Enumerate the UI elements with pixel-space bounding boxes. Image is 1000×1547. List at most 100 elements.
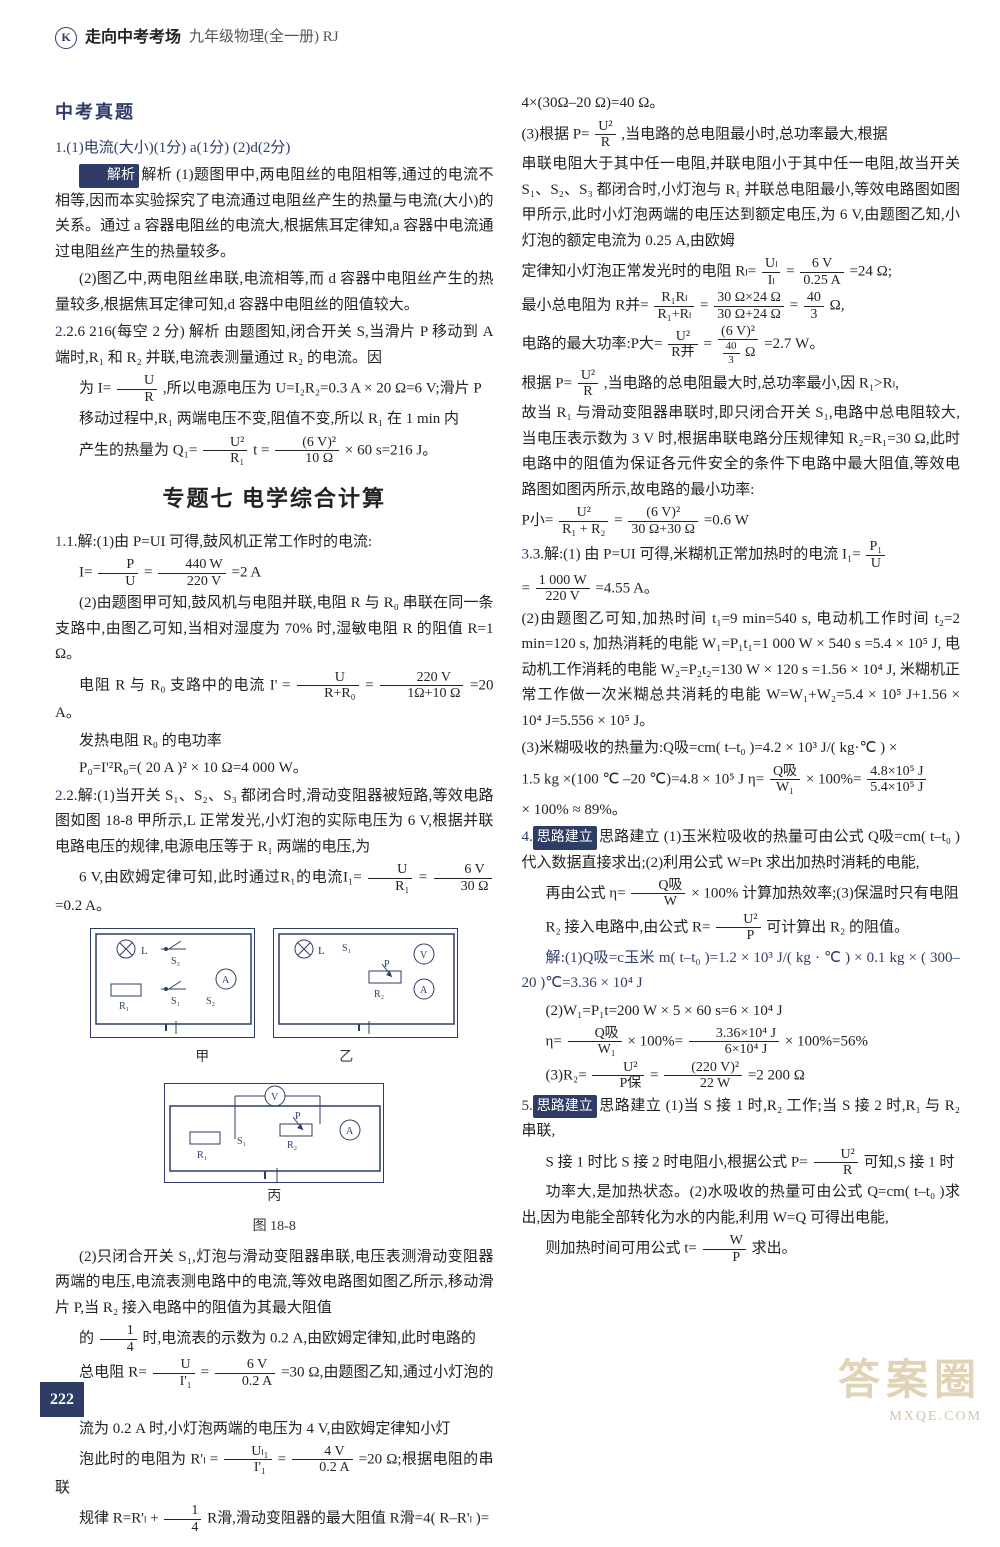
frac-U2-Rb: U²R bbox=[578, 368, 598, 400]
frac-220-1-10: 220 V1Ω+10 Ω bbox=[380, 670, 463, 702]
q5-d: 则加热时间可用公式 t= WP 求出。 bbox=[522, 1233, 961, 1265]
svg-text:R₁: R₁ bbox=[119, 1001, 129, 1012]
frac-6-02: 6 V0.2 A bbox=[215, 1357, 275, 1389]
q2-line-c: 移动过程中,R₁ 两端电压不变,阻值不变,所以 R₁ 在 1 min 内 bbox=[55, 407, 494, 433]
q2-head: 2.2.6 216(每空 2 分) 解析 由题图知,闭合开关 S,当滑片 P 移… bbox=[55, 320, 494, 371]
p1-e: 发热电阻 R₀ 的电功率 bbox=[55, 729, 494, 755]
r4-mid: = bbox=[700, 298, 712, 314]
p2a-text: 2.解:(1)当开关 S₁、S₂、S₃ 都闭合时,滑动变阻器被短路,等效电路图如… bbox=[55, 788, 494, 855]
p2d-pre: 的 bbox=[79, 1331, 94, 1347]
circuit-bing: V R₁ S₁ R₂ P A bbox=[164, 1083, 384, 1183]
q4f-pre: η= bbox=[546, 1033, 562, 1049]
frac-Q-W: Q吸W bbox=[631, 878, 685, 910]
q3b-pre: = bbox=[522, 580, 534, 596]
q4f-post: × 100%=56% bbox=[785, 1033, 868, 1049]
svg-text:A: A bbox=[346, 1126, 354, 1137]
logo-icon: K bbox=[55, 27, 77, 49]
r8-mid: = bbox=[614, 513, 626, 529]
q4-e: (2)W₁=P₁t=200 W × 5 × 60 s=6 × 10⁴ J bbox=[522, 999, 961, 1025]
r6: 根据 P= U²R ,当电路的总电阻最大时,总功率最小,因 R₁>Rₗ, bbox=[522, 368, 961, 400]
frac-U-R1b: UR₁ bbox=[368, 862, 412, 894]
q4-c: R₂ 接入电路中,由公式 R= U²P 可计算出 R₂ 的阻值。 bbox=[522, 912, 961, 944]
r3-mid: = bbox=[786, 264, 798, 280]
right-column: 4×(30Ω–20 Ω)=40 Ω。 (3)根据 P= U²R ,当电路的总电阻… bbox=[522, 91, 961, 1537]
svg-text:A: A bbox=[222, 975, 230, 986]
svg-text:R₁: R₁ bbox=[197, 1150, 207, 1161]
frac-Q-W1: Q吸W₁ bbox=[770, 764, 800, 796]
figure-row-2: V R₁ S₁ R₂ P A bbox=[55, 1083, 494, 1183]
q3-d: (3)米糊吸收的热量为:Q吸=cm( t–t₀ )=4.2 × 10³ J/( … bbox=[522, 736, 961, 762]
r1-pre: (3)根据 P= bbox=[522, 126, 590, 142]
silu-tag-5: 思路建立 bbox=[533, 1095, 597, 1119]
p2h-post: R滑,滑动变阻器的最大阻值 R滑=4( R–R'ₗ )= bbox=[207, 1511, 489, 1527]
r5-pre: 电路的最大功率:P大= bbox=[522, 336, 663, 352]
p2h-pre: 规律 R=R'ₗ + bbox=[79, 1511, 162, 1527]
p1b-post: =2 A bbox=[232, 565, 262, 581]
q4b-pre: 再由公式 η= bbox=[546, 885, 626, 901]
frac-U2-Rp: U²R并 bbox=[668, 329, 697, 361]
r6-post: ,当电路的总电阻最大时,总功率最小,因 R₁>Rₗ, bbox=[604, 375, 899, 391]
r0: 4×(30Ω–20 Ω)=40 Ω。 bbox=[522, 91, 961, 117]
q2-line-b: 为 I= UR ,所以电源电压为 U=I₂R₂=0.3 A × 20 Ω=6 V… bbox=[55, 373, 494, 405]
fig-label-jia: 甲 bbox=[195, 1046, 209, 1070]
q5-a: 5.思路建立思路建立 (1)当 S 接 1 时,R₂ 工作;当 S 接 2 时,… bbox=[522, 1094, 961, 1145]
svg-text:S₁: S₁ bbox=[342, 943, 351, 954]
svg-text:R₂: R₂ bbox=[374, 989, 384, 1000]
q4g-post: =2 200 Ω bbox=[748, 1067, 805, 1083]
page-number: 222 bbox=[40, 1382, 84, 1417]
q4c-post: 可计算出 R₂ 的阻值。 bbox=[766, 919, 909, 935]
p1b-pre: I= bbox=[79, 565, 92, 581]
p1a-text: 1.解:(1)由 P=UI 可得,鼓风机正常工作时的电流: bbox=[66, 534, 372, 550]
q2d-mid: t = bbox=[253, 442, 269, 458]
frac-6-025: 6 V0.25 A bbox=[800, 256, 843, 288]
q4g-mid: = bbox=[650, 1067, 662, 1083]
q4b-post: × 100% 计算加热效率;(3)保温时只有电阻 bbox=[691, 885, 959, 901]
frac-U-RR0: UR+R₀ bbox=[297, 670, 358, 702]
svg-text:L: L bbox=[318, 945, 325, 957]
p2d-post: 时,电流表的示数为 0.2 A,由欧姆定律知,此时电路的 bbox=[143, 1331, 476, 1347]
fig-label-bing: 丙 bbox=[55, 1185, 494, 1209]
svg-text:R₂: R₂ bbox=[287, 1140, 297, 1151]
q3-f: × 100% ≈ 89%。 bbox=[522, 798, 961, 824]
series-title: 走向中考考场 bbox=[85, 24, 181, 51]
q5-b: S 接 1 时比 S 接 2 时电阻小,根据公式 P= U²R 可知,S 接 1… bbox=[522, 1147, 961, 1179]
r2: 串联电阻大于其中任一电阻,并联电阻小于其中任一电阻,故当开关 S₁、S₂、S₃ … bbox=[522, 152, 961, 254]
r1-post: ,当电路的总电阻最小时,总功率最大,根据 bbox=[621, 126, 887, 142]
q4f-mid: × 100%= bbox=[627, 1033, 686, 1049]
q3-b: = 1 000 W220 V =4.55 A。 bbox=[522, 573, 961, 605]
silu-tag: 思路建立 bbox=[533, 826, 597, 850]
svg-text:V: V bbox=[271, 1092, 279, 1103]
frac-UL1-I1: Uₗ₁I'₁ bbox=[224, 1444, 271, 1476]
q4-f: η= Q吸W₁ × 100%= 3.36×10⁴ J6×10⁴ J × 100%… bbox=[522, 1026, 961, 1058]
q2a-text: 2.6 216(每空 2 分) 解析 由题图知,闭合开关 S,当滑片 P 移动到… bbox=[55, 324, 494, 366]
q5b-post: 可知,S 接 1 时 bbox=[864, 1154, 955, 1170]
q3b-post: =4.55 A。 bbox=[595, 580, 658, 596]
p2-c: (2)只闭合开关 S₁,灯泡与滑动变阻器串联,电压表测滑动变阻器两端的电压,电流… bbox=[55, 1245, 494, 1322]
frac-P-U: PU bbox=[98, 557, 138, 589]
frac-6v2-10: (6 V)²10 Ω bbox=[275, 435, 339, 467]
svg-text:V: V bbox=[420, 950, 428, 961]
r8-pre: P小= bbox=[522, 513, 554, 529]
frac-40-3: 403 bbox=[804, 290, 824, 322]
r8: P小= U²R₁ + R₂ = (6 V)²30 Ω+30 Ω =0.6 W bbox=[522, 505, 961, 537]
svg-text:L: L bbox=[141, 945, 148, 957]
svg-text:P: P bbox=[384, 959, 390, 970]
p1-f: P₀=I'²R₀=( 20 A )² × 10 Ω=4 000 W。 bbox=[55, 756, 494, 782]
frac-U2-R: U²R bbox=[595, 119, 615, 151]
frac-U2-Pb: U²P保 bbox=[592, 1060, 644, 1092]
frac-P1-U: P₁U bbox=[866, 539, 885, 571]
q3-c: (2)由题图乙可知,加热时间 t₁=9 min=540 s, 电动机工作时间 t… bbox=[522, 607, 961, 735]
r4-pre: 最小总电阻为 R并= bbox=[522, 298, 649, 314]
q3e-pre: 1.5 kg ×(100 ℃ –20 ℃)=4.8 × 10⁵ J η= bbox=[522, 771, 765, 787]
figure-row-1: L S₃ R₁ S₁ S₂ A L S₁ R₂ P V A bbox=[55, 928, 494, 1038]
figure-row-1-labels: 甲 乙 bbox=[55, 1046, 494, 1076]
q5d-pre: 则加热时间可用公式 t= bbox=[546, 1241, 697, 1257]
p2b-mid: = bbox=[419, 870, 432, 886]
p1-b: I= PU = 440 W220 V =2 A bbox=[55, 557, 494, 589]
fig-caption: 图 18-8 bbox=[55, 1215, 494, 1239]
p1b-mid: = bbox=[144, 565, 156, 581]
q5-c: 功率大,是加热状态。(2)水吸收的热量可由公式 Q=cm( t–t₀ )求出,因… bbox=[522, 1180, 961, 1231]
q2d-post: × 60 s=216 J。 bbox=[345, 442, 437, 458]
page-columns: 中考真题 1.(1)电流(大小)(1分) a(1分) (2)d(2分) 解析解析… bbox=[0, 61, 1000, 1547]
book-subtitle: 九年级物理(全一册) RJ bbox=[189, 25, 339, 51]
